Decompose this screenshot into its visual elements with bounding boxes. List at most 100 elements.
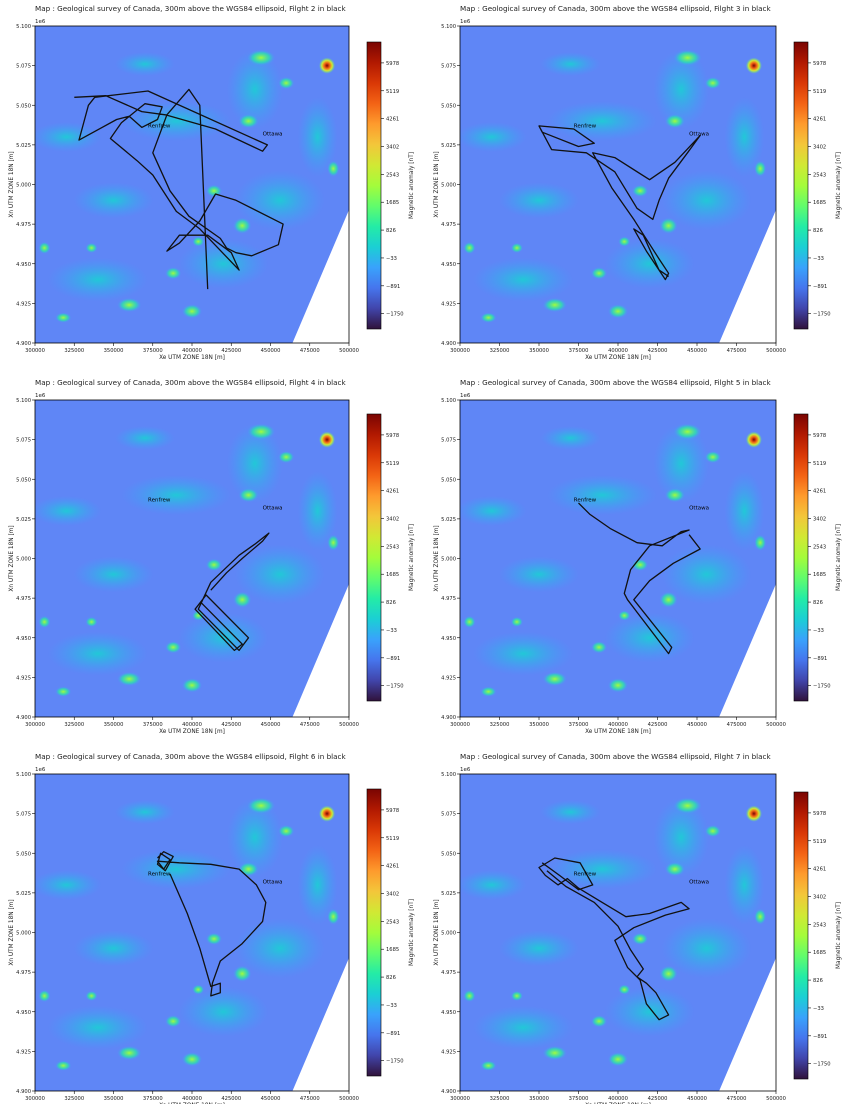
y-tick-label: 5.100 bbox=[16, 398, 31, 404]
colorbar-tick-label: 2543 bbox=[813, 172, 826, 178]
x-tick-label: 425000 bbox=[648, 722, 668, 728]
y-tick-label: 4.950 bbox=[441, 636, 456, 642]
colorbar-tick-label: 1685 bbox=[386, 572, 399, 578]
colorbar-tick-label: −1750 bbox=[813, 684, 831, 690]
city-label-ottawa: Ottawa bbox=[689, 505, 709, 511]
y-tick-label: 5.000 bbox=[16, 183, 31, 189]
x-tick-label: 425000 bbox=[648, 1096, 668, 1102]
y-tick-label: 5.075 bbox=[441, 64, 456, 70]
colorbar-tick-label: 826 bbox=[386, 228, 396, 234]
y-tick-label: 4.925 bbox=[441, 675, 456, 681]
y-tick-label: 4.950 bbox=[16, 1010, 31, 1016]
x-tick-label: 400000 bbox=[182, 722, 202, 728]
x-tick-label: 375000 bbox=[143, 1096, 163, 1102]
x-tick-label: 450000 bbox=[687, 722, 707, 728]
x-tick-label: 325000 bbox=[490, 348, 510, 354]
y-tick-label: 5.050 bbox=[441, 851, 456, 857]
y-tick-label: 5.050 bbox=[441, 477, 456, 483]
x-tick-label: 425000 bbox=[221, 1096, 241, 1102]
colorbar-tick-label: 5978 bbox=[386, 808, 399, 814]
colorbar-tick-label: 4261 bbox=[813, 867, 826, 873]
y-axis-label: Xn UTM ZONE 18N [m] bbox=[9, 525, 15, 591]
colorbar-tick-label: 3402 bbox=[386, 144, 399, 150]
colorbar-tick-label: 4261 bbox=[813, 117, 826, 123]
y-tick-label: 4.900 bbox=[16, 1089, 31, 1095]
y-tick-label: 5.025 bbox=[16, 891, 31, 897]
colorbar-tick-label: 1685 bbox=[813, 572, 826, 578]
x-tick-label: 300000 bbox=[450, 348, 470, 354]
x-tick-label: 475000 bbox=[300, 1096, 320, 1102]
y-tick-label: 5.050 bbox=[441, 103, 456, 109]
x-tick-label: 400000 bbox=[608, 348, 628, 354]
colorbar-tick-label: −1750 bbox=[386, 1059, 404, 1065]
x-tick-label: 500000 bbox=[766, 722, 786, 728]
city-label-renfrew: Renfrew bbox=[574, 123, 597, 129]
colorbar-label: Magnetic anomaly [nT] bbox=[836, 152, 842, 219]
x-tick-label: 350000 bbox=[104, 1096, 124, 1102]
colorbar-label: Magnetic anomaly [nT] bbox=[409, 152, 415, 219]
colorbar-tick-label: 3402 bbox=[386, 891, 399, 897]
panel-title: Map : Geological survey of Canada, 300m … bbox=[35, 752, 346, 761]
colorbar-label: Magnetic anomaly [nT] bbox=[836, 902, 842, 969]
y-tick-label: 4.900 bbox=[441, 715, 456, 721]
colorbar-tick-label: 5978 bbox=[813, 61, 826, 67]
x-tick-label: 475000 bbox=[727, 722, 747, 728]
city-label-ottawa: Ottawa bbox=[263, 879, 283, 885]
colorbar-tick-label: 826 bbox=[813, 600, 823, 606]
y-tick-label: 4.975 bbox=[441, 596, 456, 602]
colorbar-tick-label: 826 bbox=[813, 228, 823, 234]
y-tick-label: 4.900 bbox=[441, 341, 456, 347]
colorbar-tick-label: 826 bbox=[813, 978, 823, 984]
y-tick-label: 4.975 bbox=[16, 970, 31, 976]
x-tick-label: 375000 bbox=[569, 722, 589, 728]
y-tick-label: 4.925 bbox=[16, 1049, 31, 1055]
colorbar-tick-label: 5978 bbox=[813, 811, 826, 817]
y-tick-label: 5.025 bbox=[441, 891, 456, 897]
y-tick-label: 5.000 bbox=[441, 557, 456, 563]
y-offset-label: 1e6 bbox=[460, 19, 471, 25]
x-tick-label: 350000 bbox=[529, 348, 549, 354]
x-tick-label: 300000 bbox=[450, 1096, 470, 1102]
map-panel-6: Map : Geological survey of Canada, 300m … bbox=[434, 752, 842, 1108]
y-tick-label: 4.950 bbox=[441, 262, 456, 268]
y-axis-label: Xn UTM ZONE 18N [m] bbox=[9, 899, 15, 965]
colorbar-tick-label: 2543 bbox=[386, 544, 399, 550]
x-tick-label: 450000 bbox=[261, 1096, 281, 1102]
city-label-ottawa: Ottawa bbox=[263, 505, 283, 511]
y-tick-label: 4.900 bbox=[441, 1089, 456, 1095]
city-label-renfrew: Renfrew bbox=[148, 497, 171, 503]
x-tick-label: 300000 bbox=[450, 722, 470, 728]
x-tick-label: 325000 bbox=[64, 1096, 84, 1102]
colorbar-tick-label: 4261 bbox=[386, 489, 399, 495]
y-tick-label: 5.025 bbox=[16, 143, 31, 149]
colorbar-tick-label: −33 bbox=[813, 628, 824, 634]
y-tick-label: 5.075 bbox=[16, 64, 31, 70]
colorbar-tick-label: 4261 bbox=[386, 117, 399, 123]
x-tick-label: 300000 bbox=[25, 348, 45, 354]
colorbar-tick-label: 5978 bbox=[386, 433, 399, 439]
y-tick-label: 4.975 bbox=[441, 970, 456, 976]
colorbar bbox=[366, 413, 382, 702]
y-axis-label: Xn UTM ZONE 18N [m] bbox=[434, 899, 440, 965]
x-tick-label: 325000 bbox=[490, 1096, 510, 1102]
x-tick-label: 325000 bbox=[490, 722, 510, 728]
colorbar-tick-label: −891 bbox=[813, 1034, 827, 1040]
y-tick-label: 5.000 bbox=[441, 931, 456, 937]
colorbar-tick-label: 2543 bbox=[386, 919, 399, 925]
x-tick-label: 475000 bbox=[300, 722, 320, 728]
y-tick-label: 5.050 bbox=[16, 851, 31, 857]
map-panel-2: Map : Geological survey of Canada, 300m … bbox=[434, 4, 842, 361]
panel-title: Map : Geological survey of Canada, 300m … bbox=[460, 4, 771, 13]
y-tick-label: 5.100 bbox=[16, 24, 31, 30]
colorbar-tick-label: 5119 bbox=[813, 89, 826, 95]
colorbar bbox=[793, 413, 809, 702]
x-tick-label: 350000 bbox=[529, 1096, 549, 1102]
x-tick-label: 400000 bbox=[182, 1096, 202, 1102]
y-offset-label: 1e6 bbox=[35, 19, 46, 25]
x-tick-label: 300000 bbox=[25, 1096, 45, 1102]
x-axis-label: Xe UTM ZONE 18N [m] bbox=[159, 355, 225, 361]
x-tick-label: 300000 bbox=[25, 722, 45, 728]
x-tick-label: 375000 bbox=[143, 722, 163, 728]
map-panel-3: Map : Geological survey of Canada, 300m … bbox=[9, 378, 415, 735]
x-tick-label: 350000 bbox=[104, 722, 124, 728]
